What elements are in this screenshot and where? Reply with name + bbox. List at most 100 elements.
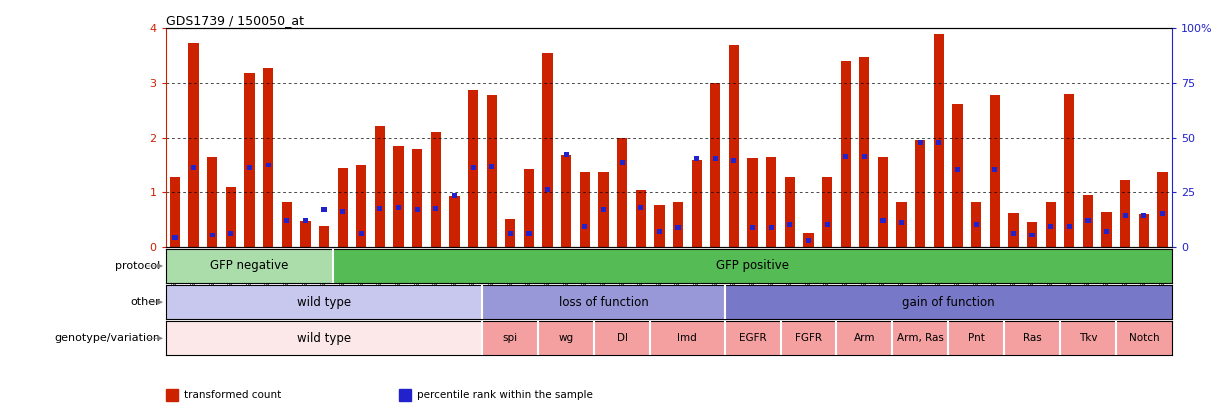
- Bar: [806, 238, 811, 243]
- Bar: [656, 229, 661, 234]
- Bar: [166, 321, 482, 356]
- Bar: [449, 196, 460, 247]
- Bar: [433, 206, 438, 211]
- Bar: [1102, 211, 1112, 247]
- Bar: [169, 177, 180, 247]
- Text: Tkv: Tkv: [1079, 333, 1097, 343]
- Bar: [768, 226, 774, 230]
- Bar: [563, 151, 569, 157]
- Text: other: other: [131, 297, 161, 307]
- Bar: [482, 321, 539, 356]
- Bar: [539, 321, 594, 356]
- Bar: [282, 202, 292, 247]
- Bar: [545, 187, 550, 192]
- Bar: [780, 321, 837, 356]
- Bar: [729, 45, 739, 247]
- Bar: [1160, 211, 1164, 215]
- Text: Imd: Imd: [677, 333, 697, 343]
- Bar: [583, 224, 588, 229]
- Bar: [490, 164, 494, 168]
- Bar: [785, 177, 795, 247]
- Bar: [244, 73, 255, 247]
- Bar: [971, 202, 982, 247]
- Bar: [166, 285, 482, 319]
- Bar: [934, 34, 944, 247]
- Text: EGFR: EGFR: [739, 333, 767, 343]
- Bar: [750, 226, 755, 230]
- Text: Pnt: Pnt: [968, 333, 984, 343]
- Bar: [524, 169, 534, 247]
- Bar: [918, 140, 923, 145]
- Bar: [285, 218, 290, 223]
- Bar: [915, 141, 925, 247]
- Bar: [636, 190, 645, 247]
- Bar: [725, 285, 1172, 319]
- Bar: [358, 231, 364, 236]
- Bar: [766, 157, 777, 247]
- Bar: [877, 157, 888, 247]
- Bar: [470, 165, 476, 170]
- Bar: [1029, 232, 1034, 237]
- Bar: [725, 321, 780, 356]
- Bar: [189, 43, 199, 247]
- Bar: [973, 222, 979, 226]
- Bar: [859, 57, 870, 247]
- Bar: [301, 222, 310, 247]
- Bar: [334, 249, 1172, 283]
- Bar: [692, 160, 702, 247]
- Text: gain of function: gain of function: [902, 296, 995, 309]
- Bar: [694, 156, 699, 161]
- Bar: [1104, 229, 1109, 234]
- Text: Notch: Notch: [1129, 333, 1160, 343]
- Bar: [1060, 321, 1115, 356]
- Bar: [412, 149, 422, 247]
- Text: Ras: Ras: [1022, 333, 1042, 343]
- Bar: [861, 154, 867, 159]
- Text: Arm, Ras: Arm, Ras: [897, 333, 944, 343]
- Bar: [955, 167, 960, 172]
- Bar: [617, 138, 627, 247]
- Text: spi: spi: [503, 333, 518, 343]
- Text: FGFR: FGFR: [795, 333, 822, 343]
- Text: loss of function: loss of function: [558, 296, 648, 309]
- Bar: [804, 233, 814, 247]
- Bar: [1120, 180, 1130, 247]
- Text: protocol: protocol: [115, 261, 161, 271]
- Bar: [210, 232, 215, 237]
- Bar: [452, 193, 456, 198]
- Bar: [594, 321, 650, 356]
- Bar: [747, 158, 758, 247]
- Bar: [788, 222, 793, 226]
- Bar: [482, 285, 725, 319]
- Bar: [952, 104, 963, 247]
- Text: wild type: wild type: [297, 296, 351, 309]
- Bar: [897, 202, 907, 247]
- Bar: [542, 53, 552, 247]
- Bar: [843, 154, 848, 159]
- Bar: [1082, 195, 1093, 247]
- Text: transformed count: transformed count: [184, 390, 281, 400]
- Bar: [1011, 231, 1016, 236]
- Bar: [506, 219, 515, 247]
- Bar: [431, 132, 440, 247]
- Bar: [415, 207, 420, 212]
- Bar: [319, 226, 329, 247]
- Bar: [601, 207, 606, 212]
- Bar: [713, 156, 718, 161]
- Bar: [1004, 321, 1060, 356]
- Bar: [650, 321, 725, 356]
- Text: genotype/variation: genotype/variation: [55, 333, 161, 343]
- Text: GDS1739 / 150050_at: GDS1739 / 150050_at: [166, 14, 303, 27]
- Bar: [1066, 224, 1072, 229]
- Bar: [228, 231, 233, 236]
- Bar: [394, 146, 404, 247]
- Bar: [467, 90, 479, 247]
- Bar: [936, 140, 941, 145]
- Bar: [396, 205, 401, 210]
- Bar: [948, 321, 1004, 356]
- Bar: [1157, 172, 1168, 247]
- Bar: [340, 209, 345, 214]
- Bar: [356, 165, 367, 247]
- Bar: [1123, 213, 1128, 218]
- Bar: [599, 172, 609, 247]
